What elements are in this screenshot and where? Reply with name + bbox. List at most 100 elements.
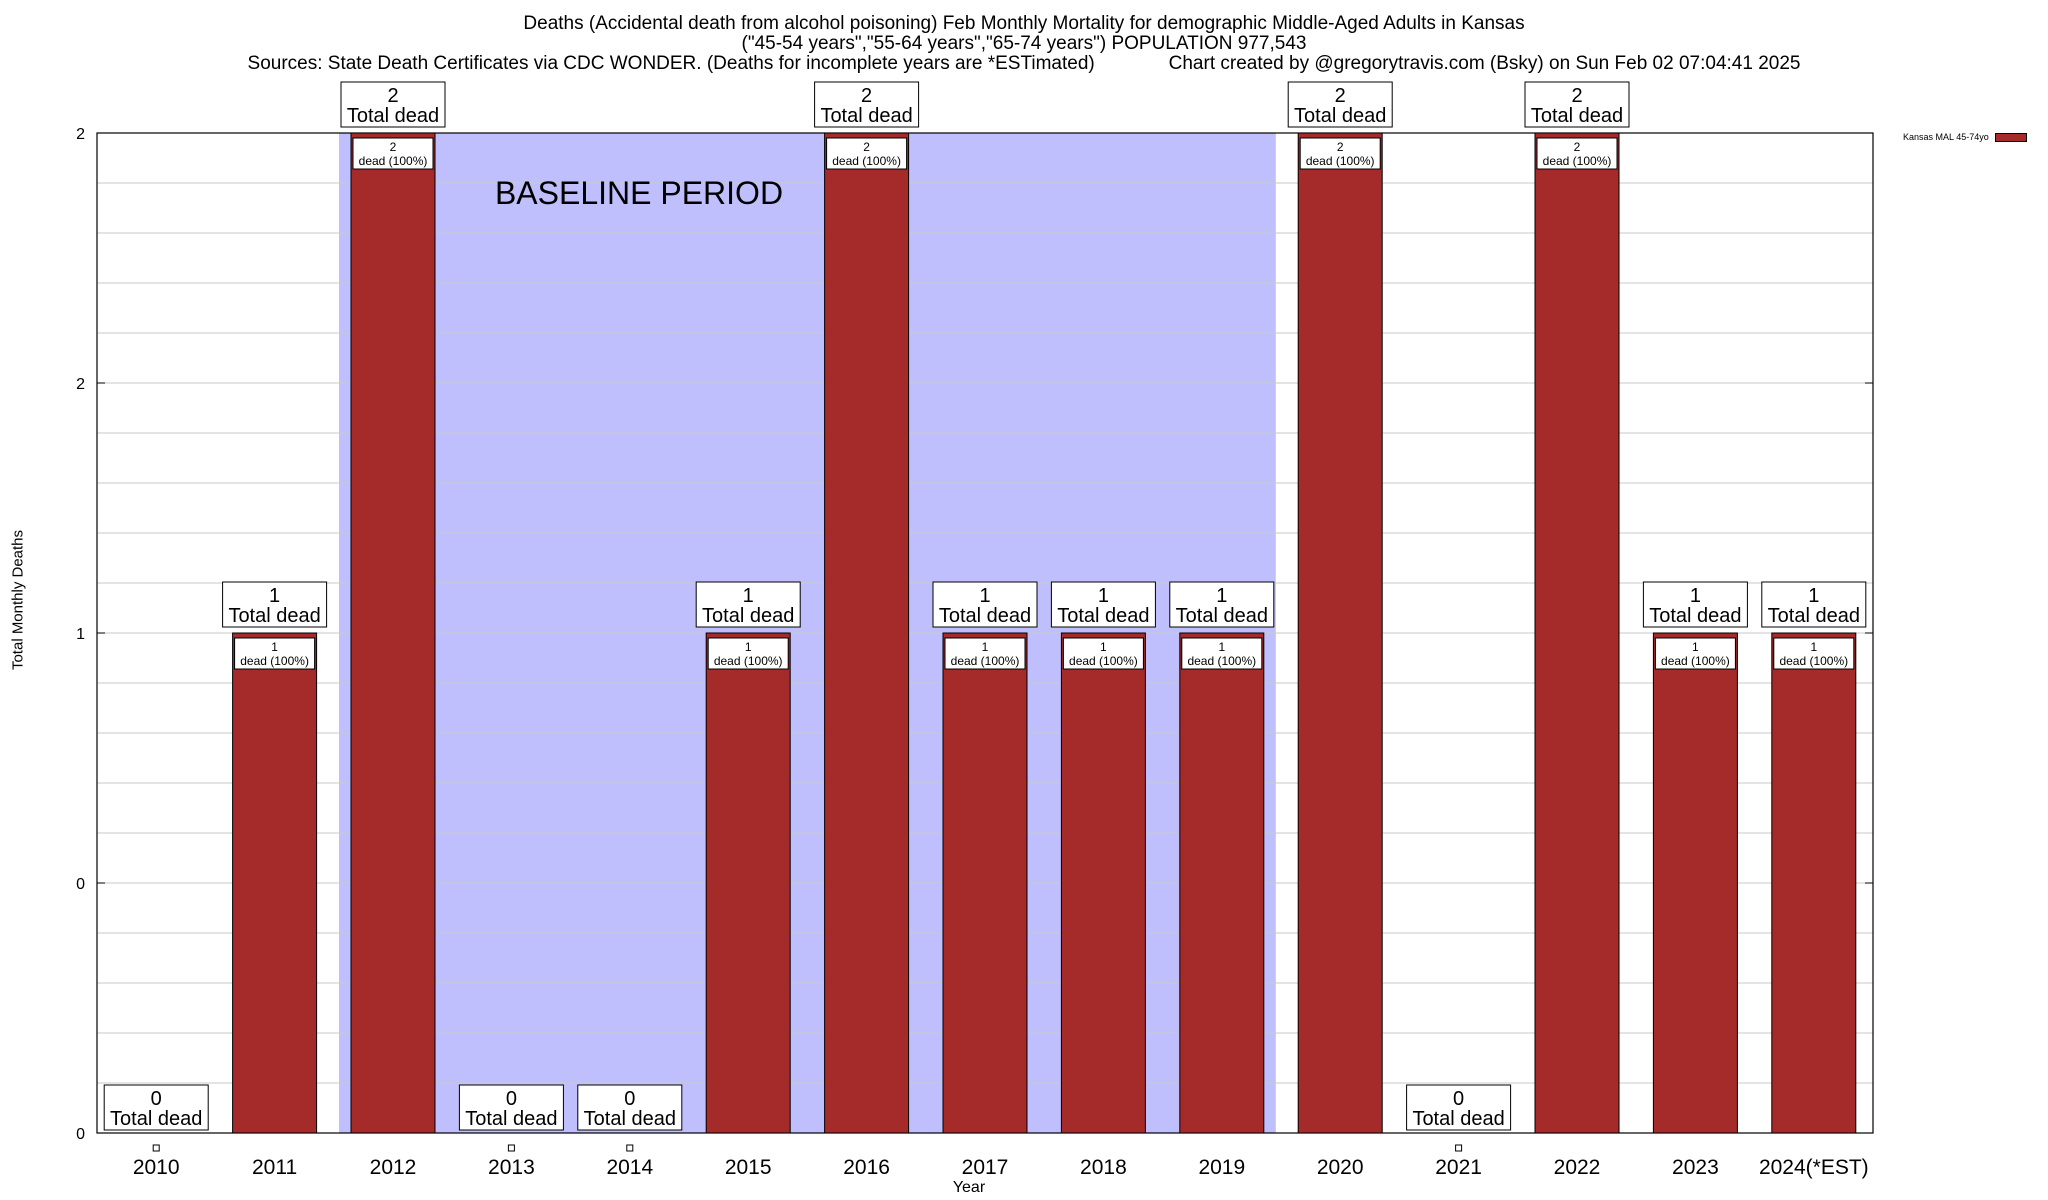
bar-inner-count: 2 <box>1574 140 1581 154</box>
zero-marker <box>152 1144 160 1152</box>
total-dead-count: 0 <box>624 1088 635 1110</box>
bar-inner-label: dead (100%) <box>359 154 428 168</box>
bar-inner-label-box <box>826 137 908 170</box>
bar-inner-label-box <box>234 637 316 670</box>
bar <box>1652 632 1738 1134</box>
chart-title: Deaths (Accidental death from alcohol po… <box>523 13 1525 34</box>
total-dead-label: Total dead <box>1531 105 1623 127</box>
bar-inner-count: 1 <box>271 640 278 654</box>
x-tick-label: 2018 <box>1080 1156 1127 1179</box>
total-dead-label: Total dead <box>1057 605 1149 627</box>
total-dead-box <box>932 581 1038 628</box>
bar-inner-count: 2 <box>390 140 397 154</box>
total-dead-count: 2 <box>1335 85 1346 107</box>
bar-inner-count: 1 <box>1218 640 1225 654</box>
bar <box>705 632 791 1134</box>
bar-inner-label: dead (100%) <box>714 654 783 668</box>
bar-inner-count: 2 <box>863 140 870 154</box>
total-dead-count: 2 <box>1571 85 1582 107</box>
bar <box>942 632 1028 1134</box>
x-tick-label: 2015 <box>725 1156 772 1179</box>
bar-inner-label: dead (100%) <box>1306 154 1375 168</box>
bar <box>1297 132 1383 1134</box>
bar-inner-label: dead (100%) <box>951 654 1020 668</box>
legend-label: Kansas MAL 45-74yo <box>1903 132 1989 142</box>
total-dead-box <box>458 1084 564 1131</box>
total-dead-count: 0 <box>1453 1088 1464 1110</box>
total-dead-box <box>695 581 801 628</box>
x-tick-label: 2023 <box>1672 1156 1719 1179</box>
x-tick-label: 2014 <box>606 1156 653 1179</box>
bar <box>1179 632 1265 1134</box>
total-dead-count: 0 <box>506 1088 517 1110</box>
total-dead-label: Total dead <box>702 605 794 627</box>
bar-inner-label-box <box>1773 637 1855 670</box>
x-tick-label: 2019 <box>1198 1156 1245 1179</box>
x-tick-label: 2011 <box>252 1156 297 1179</box>
x-tick-label: 2016 <box>843 1156 890 1179</box>
total-dead-count: 2 <box>861 85 872 107</box>
bar-inner-label-box <box>1299 137 1381 170</box>
bar <box>1534 132 1620 1134</box>
x-axis-title: Year <box>953 1179 986 1196</box>
total-dead-box <box>103 1084 209 1131</box>
bar-inner-count: 1 <box>1810 640 1817 654</box>
zero-marker <box>1455 1144 1463 1152</box>
bar <box>232 632 318 1134</box>
bar-inner-label-box <box>1654 637 1736 670</box>
x-tick-label: 2013 <box>488 1156 535 1179</box>
bar <box>1771 632 1857 1134</box>
total-dead-box <box>1761 581 1867 628</box>
x-tick-label: 2017 <box>962 1156 1009 1179</box>
total-dead-count: 1 <box>743 585 754 607</box>
bar-inner-label: dead (100%) <box>1187 654 1256 668</box>
bar-inner-label: dead (100%) <box>1069 654 1138 668</box>
bar-inner-label: dead (100%) <box>1661 654 1730 668</box>
bar-inner-label-box <box>352 137 434 170</box>
total-dead-label: Total dead <box>1294 105 1386 127</box>
bar-inner-count: 1 <box>982 640 989 654</box>
legend-swatch <box>1994 132 2027 142</box>
bar-inner-count: 1 <box>1100 640 1107 654</box>
y-tick-label: 0 <box>76 876 85 893</box>
baseline-period-label: BASELINE PERIOD <box>495 175 783 211</box>
total-dead-label: Total dead <box>584 1108 676 1130</box>
total-dead-count: 1 <box>1690 585 1701 607</box>
zero-marker <box>626 1144 634 1152</box>
total-dead-box <box>1524 81 1630 128</box>
bar-inner-count: 1 <box>745 640 752 654</box>
bar-inner-label-box <box>944 637 1026 670</box>
y-tick-label: 2 <box>76 126 85 143</box>
total-dead-count: 1 <box>979 585 990 607</box>
total-dead-box <box>577 1084 683 1131</box>
total-dead-count: 1 <box>1216 585 1227 607</box>
bar <box>824 132 910 1134</box>
total-dead-box <box>1406 1084 1512 1131</box>
total-dead-box <box>340 81 446 128</box>
total-dead-label: Total dead <box>1768 605 1860 627</box>
x-tick-label: 2010 <box>133 1156 180 1179</box>
total-dead-count: 2 <box>387 85 398 107</box>
y-axis-title: Total Monthly Deaths <box>9 529 27 671</box>
x-tick-label: 2022 <box>1554 1156 1601 1179</box>
x-tick-label: 2020 <box>1317 1156 1364 1179</box>
y-tick-label: 2 <box>76 376 85 393</box>
total-dead-box <box>1642 581 1748 628</box>
total-dead-label: Total dead <box>347 105 439 127</box>
total-dead-label: Total dead <box>1412 1108 1504 1130</box>
bar <box>350 132 436 1134</box>
total-dead-count: 0 <box>151 1088 162 1110</box>
bar-inner-label: dead (100%) <box>1543 154 1612 168</box>
x-tick-label: 2024(*EST) <box>1759 1156 1869 1179</box>
chart-source-line: Sources: State Death Certificates via CD… <box>247 53 1801 74</box>
bar-inner-count: 2 <box>1337 140 1344 154</box>
y-tick-label: 0 <box>76 1126 85 1143</box>
total-dead-label: Total dead <box>1176 605 1268 627</box>
total-dead-box <box>1169 581 1275 628</box>
total-dead-count: 1 <box>1808 585 1819 607</box>
bar-inner-label-box <box>1181 637 1263 670</box>
total-dead-box <box>1050 581 1156 628</box>
chart-subtitle: ("45-54 years","55-64 years","65-74 year… <box>741 33 1307 54</box>
total-dead-label: Total dead <box>110 1108 202 1130</box>
